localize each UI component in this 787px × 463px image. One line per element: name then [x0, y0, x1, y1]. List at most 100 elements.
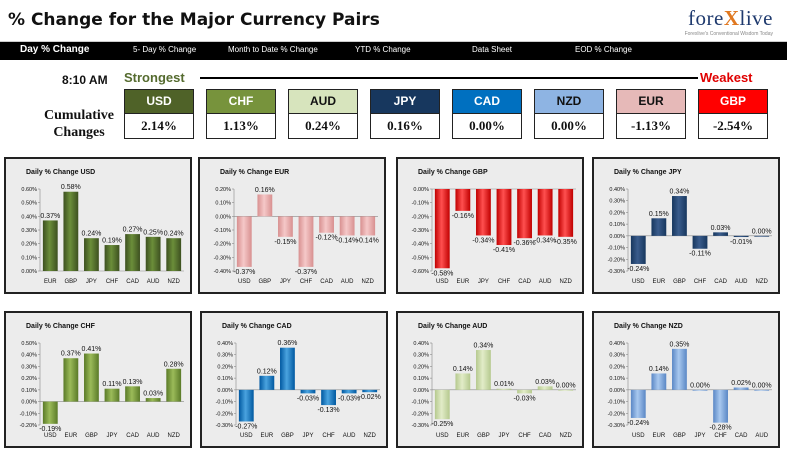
data-label: 0.58%	[61, 184, 81, 191]
bar-usd	[434, 189, 450, 269]
y-tick-label: 0.60%	[21, 187, 37, 193]
data-label: 0.14%	[649, 366, 669, 373]
data-label: 0.02%	[731, 380, 751, 387]
y-tick-label: -0.10%	[214, 228, 232, 234]
bar-cad	[517, 189, 532, 239]
x-tick-label: CHF	[694, 279, 707, 285]
bar-aud	[339, 216, 355, 236]
y-tick-label: 0.40%	[609, 341, 625, 347]
x-tick-label: JPY	[302, 433, 313, 439]
x-tick-label: EUR	[457, 279, 470, 285]
timestamp: 8:10 AM	[62, 73, 108, 87]
y-tick-label: 0.10%	[609, 376, 625, 382]
logo-wordmark: foreXlive	[688, 6, 773, 30]
forexlive-logo[interactable]: foreXlive Forexlive's Conventional Wisdo…	[685, 6, 773, 37]
data-label: -0.28%	[709, 425, 731, 432]
bar-eur	[455, 373, 471, 390]
chart-chf: Daily % Change CHF -0.20% -0.10% 0.00% 0.10%…	[20, 323, 184, 439]
tab-eod-change[interactable]: EOD % Change	[575, 45, 632, 54]
bar-eur	[651, 218, 667, 236]
bar-cad	[125, 386, 140, 402]
tab-5-day-change[interactable]: 5- Day % Change	[133, 45, 197, 54]
data-label: 0.24%	[164, 231, 184, 238]
x-tick-label: JPY	[86, 279, 97, 285]
bar-usd	[434, 389, 450, 420]
data-label: -0.02%	[359, 394, 381, 401]
data-label: 0.28%	[164, 361, 184, 368]
y-tick-label: 0.30%	[217, 353, 233, 359]
bar-jpy	[692, 389, 708, 391]
chart-title: Daily % Change CHF	[26, 323, 96, 330]
x-tick-label: AUD	[147, 433, 160, 439]
y-tick-label: -0.30%	[412, 423, 430, 429]
data-label: 0.03%	[711, 225, 731, 232]
bar-usd	[236, 216, 252, 267]
data-label: -0.37%	[295, 269, 317, 276]
bar-jpy	[104, 388, 120, 402]
bar-nzd	[558, 389, 574, 391]
x-tick-label: CHF	[106, 279, 119, 285]
data-label: -0.34%	[534, 237, 556, 244]
tab-day-change[interactable]: Day % Change	[20, 44, 90, 55]
y-tick-label: -0.20%	[216, 411, 234, 417]
data-label: -0.13%	[317, 407, 339, 414]
bar-chf	[321, 389, 336, 406]
tab-ytd-change[interactable]: YTD % Change	[355, 45, 411, 54]
currency-box-eur: EUR -1.13%	[616, 89, 686, 139]
chart-panel-nzd: Daily % Change NZD -0.30% -0.20% -0.10% 0.00…	[592, 311, 780, 448]
data-label: 0.03%	[535, 379, 555, 386]
y-tick-label: -0.20%	[412, 214, 430, 220]
y-tick-label: 0.10%	[609, 222, 625, 228]
currency-cumulative-value: 1.13%	[223, 118, 259, 133]
chart-title: Daily % Change EUR	[220, 169, 289, 176]
currency-box-chf: CHF 1.13%	[206, 89, 276, 139]
bar-jpy	[476, 189, 491, 236]
data-label: -0.14%	[336, 237, 358, 244]
chart-panel-gbp: Daily % Change GBP -0.60% -0.50% -0.40% -0.3…	[396, 157, 584, 294]
x-tick-label: EUR	[65, 433, 78, 439]
tab-data-sheet[interactable]: Data Sheet	[472, 45, 513, 54]
currency-name: NZD	[535, 90, 603, 114]
bar-aud	[145, 398, 161, 402]
chart-gbp: Daily % Change GBP -0.60% -0.50% -0.40% -0.3…	[412, 169, 577, 285]
x-tick-label: GBP	[65, 279, 78, 285]
tab-month-to-date-change[interactable]: Month to Date % Change	[228, 45, 318, 54]
bar-nzd	[558, 189, 574, 237]
y-tick-label: -0.30%	[216, 423, 234, 429]
bar-jpy	[496, 388, 512, 390]
x-tick-label: CAD	[126, 433, 139, 439]
y-tick-label: 0.40%	[21, 353, 37, 359]
chart-nzd: Daily % Change NZD -0.30% -0.20% -0.10% 0.00…	[608, 323, 772, 439]
currency-cumulative-value: -1.13%	[630, 118, 672, 133]
y-tick-label: 0.20%	[215, 187, 231, 193]
x-tick-label: CHF	[300, 279, 313, 285]
data-label: -0.11%	[689, 251, 711, 258]
x-tick-label: USD	[632, 433, 645, 439]
x-tick-label: AUD	[735, 279, 748, 285]
data-label: -0.41%	[493, 247, 515, 254]
bar-cad	[125, 234, 140, 271]
bar-eur	[455, 189, 471, 211]
currency-cumulative-value: 0.16%	[387, 118, 423, 133]
x-tick-label: CAD	[320, 279, 333, 285]
x-tick-label: GBP	[259, 279, 272, 285]
data-label: 0.34%	[473, 343, 493, 350]
data-label: 0.01%	[494, 381, 514, 388]
bar-cad	[537, 386, 553, 390]
data-label: -0.36%	[513, 240, 535, 247]
x-tick-label: CAD	[518, 279, 531, 285]
x-tick-label: AUD	[539, 279, 552, 285]
chart-usd: Daily % Change USD 0.00% 0.10% 0.20% 0.30% 0.…	[21, 169, 184, 285]
data-label: -0.35%	[555, 239, 577, 246]
y-tick-label: 0.30%	[609, 353, 625, 359]
bar-gbp	[476, 350, 491, 390]
y-tick-label: 0.10%	[21, 388, 37, 394]
chart-title: Daily % Change NZD	[614, 323, 683, 330]
data-label: -0.58%	[431, 270, 453, 277]
data-label: 0.14%	[453, 366, 473, 373]
bar-chf	[692, 235, 708, 249]
y-tick-label: -0.40%	[412, 242, 430, 248]
x-tick-label: EUR	[457, 433, 470, 439]
chart-title: Daily % Change USD	[26, 169, 95, 176]
currency-cumulative-value: 0.00%	[469, 118, 505, 133]
